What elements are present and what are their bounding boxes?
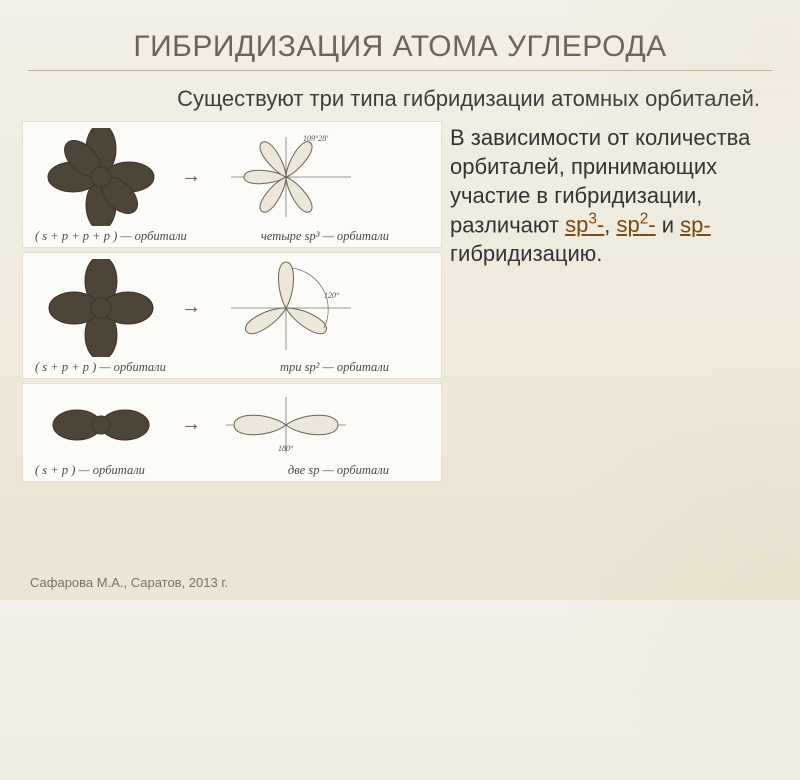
panel-sp: → 180° ( s + p ) — орбитали две sp — орб… bbox=[22, 383, 442, 482]
sp2-output-diagram: 120° bbox=[211, 259, 361, 357]
sp3-angle-label: 109°28' bbox=[303, 134, 328, 143]
slide-title: ГИБРИДИЗАЦИЯ АТОМА УГЛЕРОДА bbox=[0, 0, 800, 64]
sp2-caption-right: три sp² — орбитали bbox=[280, 360, 429, 375]
link-sp3[interactable]: sp3- bbox=[565, 212, 604, 237]
main-content: → 109°28' ( s + p + p + p ) — орбитали ч… bbox=[0, 121, 800, 482]
sp2-caption-left: ( s + p + p ) — орбитали bbox=[35, 360, 166, 375]
panel-sp3: → 109°28' ( s + p + p + p ) — орбитали ч… bbox=[22, 121, 442, 248]
sp-caption-right: две sp — орбитали bbox=[288, 463, 429, 478]
title-underline bbox=[28, 70, 772, 71]
body-text: В зависимости от количества орбиталей, п… bbox=[450, 121, 772, 482]
body-text-mid2: и bbox=[656, 212, 681, 237]
sp2-angle-label: 120° bbox=[324, 291, 340, 300]
arrow-icon: → bbox=[181, 165, 201, 188]
link-sp[interactable]: sp- bbox=[680, 212, 711, 237]
arrow-icon: → bbox=[181, 413, 201, 436]
sp-output-diagram: 180° bbox=[211, 390, 361, 460]
sp3-caption-left: ( s + p + p + p ) — орбитали bbox=[35, 229, 187, 244]
slide-subtitle: Существуют три типа гибридизации атомных… bbox=[0, 85, 800, 121]
body-text-mid1: , bbox=[604, 212, 616, 237]
sp3-input-diagram bbox=[31, 128, 171, 226]
orbitals-column: → 109°28' ( s + p + p + p ) — орбитали ч… bbox=[22, 121, 442, 482]
panel-sp2: → 120° ( s + p + p ) — орбитали три sp² … bbox=[22, 252, 442, 379]
sp-caption-left: ( s + p ) — орбитали bbox=[35, 463, 145, 478]
sp-input-diagram bbox=[31, 390, 171, 460]
sp3-output-diagram: 109°28' bbox=[211, 128, 361, 226]
slide-footer: Сафарова М.А., Саратов, 2013 г. bbox=[30, 575, 228, 590]
body-text-after: гибридизацию. bbox=[450, 241, 602, 266]
sp3-caption-right: четыре sp³ — орбитали bbox=[261, 229, 429, 244]
sp-angle-label: 180° bbox=[278, 444, 294, 453]
arrow-icon: → bbox=[181, 296, 201, 319]
link-sp2[interactable]: sp2- bbox=[616, 212, 655, 237]
sp2-input-diagram bbox=[31, 259, 171, 357]
